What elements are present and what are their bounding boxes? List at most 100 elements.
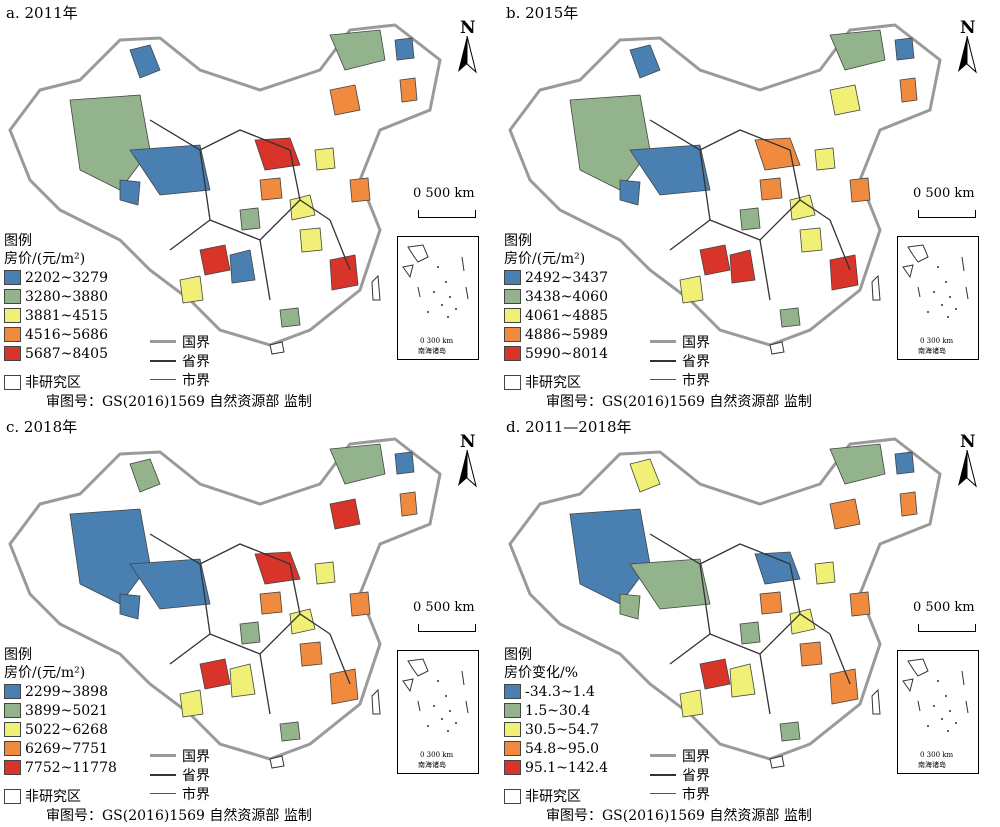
- scale-bar: 0 500 km: [413, 186, 500, 218]
- north-arrow: N: [952, 18, 982, 76]
- legend-subtitle: 房价/(元/m²): [4, 665, 86, 681]
- region-19: [399, 491, 418, 517]
- legend-class-label: 5022~6268: [25, 721, 108, 738]
- legend-class-label: 4516~5686: [25, 326, 108, 343]
- taiwan: [371, 274, 381, 301]
- legend: 图例 房价/(元/m²) 2492~3437 3438~4060 4061~4885…: [504, 232, 608, 363]
- legend-classes: 2299~3898 3899~5021 5022~6268 6269~7751 7752…: [4, 682, 117, 777]
- hainan: [769, 755, 785, 769]
- region-7: [329, 84, 361, 116]
- legend-class-label: 54.8~95.0: [525, 740, 600, 757]
- legend-class-label: 5990~8014: [525, 345, 608, 362]
- legend-class-4: 6269~7751: [4, 739, 117, 758]
- legend-class-3: 5022~6268: [4, 720, 117, 739]
- legend-lines: 国界 省界 市界: [650, 746, 710, 803]
- north-label: N: [460, 18, 476, 38]
- legend-swatch: [504, 684, 521, 699]
- inset-caption: 南海诸岛: [418, 347, 446, 355]
- non-study-swatch: [504, 374, 521, 390]
- region-20: [779, 721, 801, 742]
- national-line-symbol: [650, 340, 676, 343]
- non-study-label: 非研究区: [25, 375, 81, 391]
- legend-province: 省界: [650, 765, 710, 784]
- region-1: [129, 44, 161, 79]
- region-9: [729, 663, 756, 698]
- legend-class-4: 4886~5989: [504, 325, 608, 344]
- review-number: 审图号：GS(2016)1569 自然资源部 监制: [46, 808, 312, 824]
- review-number: 审图号：GS(2016)1569 自然资源部 监制: [546, 394, 812, 410]
- legend-swatch: [504, 327, 521, 342]
- legend-class-label: 3280~3880: [25, 288, 108, 305]
- hainan: [769, 341, 785, 355]
- province-lines: [649, 119, 851, 301]
- legend-city: 市界: [150, 784, 210, 803]
- north-arrow-icon: [458, 450, 477, 488]
- legend-class-1: 2492~3437: [504, 268, 608, 287]
- region-15: [349, 591, 371, 617]
- taiwan: [871, 274, 881, 301]
- province-line-label: 省界: [682, 767, 710, 784]
- scale-bar: 0 500 km: [913, 600, 1000, 632]
- review-number: 审图号：GS(2016)1569 自然资源部 监制: [546, 808, 812, 824]
- region-4: [619, 179, 641, 206]
- legend-national: 国界: [650, 332, 710, 351]
- legend-class-label: 2299~3898: [25, 683, 108, 700]
- legend-class-4: 54.8~95.0: [504, 739, 608, 758]
- region-12: [259, 177, 283, 201]
- region-1: [629, 458, 661, 493]
- china-map: [508, 437, 942, 769]
- legend-class-label: -34.3~1.4: [525, 683, 595, 700]
- inset-scale: 0 300 km: [920, 337, 954, 345]
- legend-title: 图例: [4, 647, 32, 663]
- scale-label: 0 500 km: [413, 186, 475, 201]
- legend-swatch: [504, 722, 521, 737]
- legend-class-label: 3438~4060: [525, 288, 608, 305]
- region-17: [314, 147, 336, 171]
- region-16: [739, 207, 761, 231]
- legend-lines: 国界 省界 市界: [150, 332, 210, 389]
- map-panel-2: b. 2015年 N 0 500 km 0 300 km: [500, 0, 1000, 413]
- legend-swatch: [4, 703, 21, 718]
- region-10: [329, 254, 359, 291]
- legend-classes: -34.3~1.4 1.5~30.4 30.5~54.7 54.8~95.0 95.1~…: [504, 682, 608, 777]
- china-map: [508, 23, 942, 355]
- non-study-swatch: [504, 788, 521, 804]
- region-3: [129, 558, 211, 610]
- region-11: [789, 194, 816, 221]
- legend-national: 国界: [150, 332, 210, 351]
- legend-swatch: [504, 308, 521, 323]
- legend-swatch: [4, 270, 21, 285]
- province-lines: [149, 119, 351, 301]
- legend-class-label: 4061~4885: [525, 307, 608, 324]
- region-13: [299, 227, 323, 253]
- city-line-symbol: [650, 793, 676, 794]
- north-label: N: [960, 432, 976, 452]
- legend-class-3: 3881~4515: [4, 306, 108, 325]
- legend-subtitle: 房价/(元/m²): [4, 251, 86, 267]
- legend-swatch: [4, 684, 21, 699]
- legend-lines: 国界 省界 市界: [650, 332, 710, 389]
- legend-title: 图例: [504, 647, 532, 663]
- scale-label: 0 500 km: [913, 186, 975, 201]
- province-lines: [649, 533, 851, 715]
- legend-city: 市界: [650, 784, 710, 803]
- region-18: [894, 451, 915, 475]
- legend-province: 省界: [150, 765, 210, 784]
- legend-swatch: [4, 289, 21, 304]
- panel-title: d. 2011—2018年: [506, 418, 632, 436]
- region-15: [349, 177, 371, 203]
- panel-title: c. 2018年: [6, 418, 78, 436]
- region-3: [629, 558, 711, 610]
- region-15: [849, 177, 871, 203]
- region-11: [289, 608, 316, 635]
- non-study-label: 非研究区: [525, 789, 581, 805]
- scale-label: 0 500 km: [413, 600, 475, 615]
- national-line-label: 国界: [682, 748, 710, 765]
- region-7: [829, 498, 861, 530]
- region-8: [199, 658, 231, 690]
- region-17: [814, 561, 836, 585]
- region-6: [254, 551, 301, 585]
- region-8: [199, 244, 231, 276]
- legend-class-2: 3438~4060: [504, 287, 608, 306]
- region-2: [69, 94, 151, 191]
